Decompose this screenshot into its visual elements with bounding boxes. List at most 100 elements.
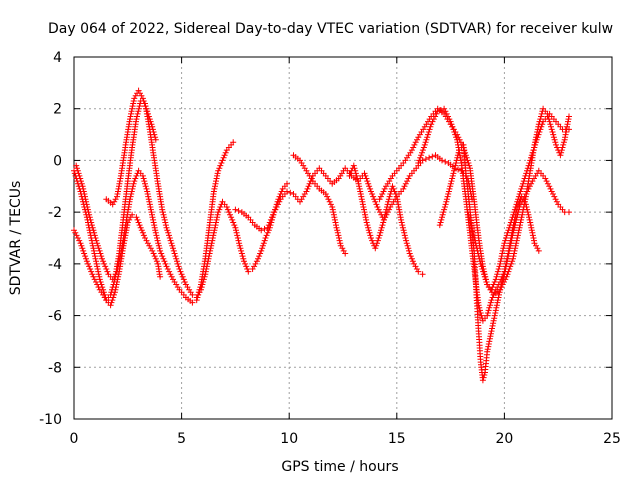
data-point [423, 126, 426, 128]
data-point [499, 263, 501, 265]
data-point [555, 144, 557, 146]
data-point [486, 350, 488, 353]
data-point [116, 195, 118, 198]
data-point [555, 120, 557, 123]
data-point [94, 237, 97, 239]
data-point [251, 268, 254, 270]
data-point [387, 201, 389, 203]
data-point [178, 288, 181, 291]
data-point [292, 154, 295, 157]
data-point [469, 167, 471, 169]
data-point [137, 89, 140, 92]
data-point [243, 260, 245, 263]
data-point [402, 188, 405, 190]
x-tick-label: 10 [280, 431, 298, 447]
data-point [370, 237, 372, 239]
data-point [144, 237, 146, 239]
data-point [157, 263, 159, 265]
data-point [352, 164, 355, 167]
data-point [520, 216, 523, 219]
data-point [109, 304, 112, 307]
data-point [516, 237, 519, 239]
y-tick-label: 4 [53, 50, 62, 66]
data-point [225, 206, 228, 208]
data-point [142, 97, 144, 100]
data-point [503, 242, 506, 244]
data-point [101, 257, 103, 260]
data-point [462, 144, 465, 146]
data-point [312, 180, 314, 182]
data-point [494, 278, 497, 281]
data-point [292, 193, 295, 195]
data-point [408, 252, 411, 255]
data-point [172, 278, 174, 281]
data-point [568, 115, 570, 118]
data-point [563, 211, 566, 213]
data-point [305, 169, 308, 172]
data-point [208, 224, 211, 226]
data-point [383, 219, 385, 221]
data-point [475, 294, 478, 296]
data-point [127, 180, 129, 182]
data-point [544, 177, 547, 180]
data-point [161, 208, 164, 211]
data-point [363, 172, 366, 175]
data-point [494, 288, 497, 291]
data-point [150, 123, 153, 126]
data-point [538, 123, 540, 126]
data-point [152, 154, 155, 157]
data-point [473, 252, 476, 255]
data-point [400, 219, 402, 221]
data-point [299, 159, 301, 162]
data-point [518, 206, 521, 208]
data-point [477, 330, 480, 332]
data-point [443, 107, 445, 110]
data-point [499, 288, 501, 291]
data-point [253, 224, 256, 226]
data-point [331, 182, 334, 185]
data-point [531, 180, 534, 182]
data-point [430, 115, 433, 118]
data-point [417, 136, 420, 138]
data-point [546, 113, 549, 115]
data-point [260, 229, 263, 232]
data-point [439, 224, 441, 226]
data-point [217, 211, 219, 213]
data-point [157, 182, 159, 185]
data-point [374, 247, 377, 250]
data-point [286, 182, 288, 185]
data-point [135, 118, 138, 120]
data-point [204, 257, 207, 260]
series-2-markers [71, 98, 290, 304]
data-point [391, 175, 394, 177]
data-point [148, 244, 151, 247]
data-point [486, 283, 488, 286]
data-point [557, 203, 559, 206]
data-point [200, 283, 202, 286]
data-point [208, 252, 211, 255]
data-point [133, 97, 136, 100]
data-point [260, 250, 263, 252]
data-point [505, 275, 508, 278]
data-point [146, 190, 148, 193]
data-point [378, 234, 381, 237]
data-point [479, 263, 482, 265]
data-point [107, 273, 110, 276]
data-point [423, 144, 426, 146]
data-point [159, 275, 161, 278]
data-point [195, 299, 198, 301]
data-point [75, 164, 77, 167]
data-point [124, 224, 127, 226]
series-4 [103, 87, 159, 208]
data-point [159, 250, 161, 252]
chart-title: Day 064 of 2022, Sidereal Day-to-day VTE… [48, 21, 613, 37]
data-point [213, 232, 215, 234]
data-point [484, 371, 486, 374]
data-point [486, 314, 488, 317]
data-point [79, 242, 82, 244]
series-6 [290, 152, 349, 257]
data-point [131, 146, 133, 149]
data-point [561, 128, 564, 131]
data-point [273, 211, 275, 213]
data-point [408, 175, 411, 177]
